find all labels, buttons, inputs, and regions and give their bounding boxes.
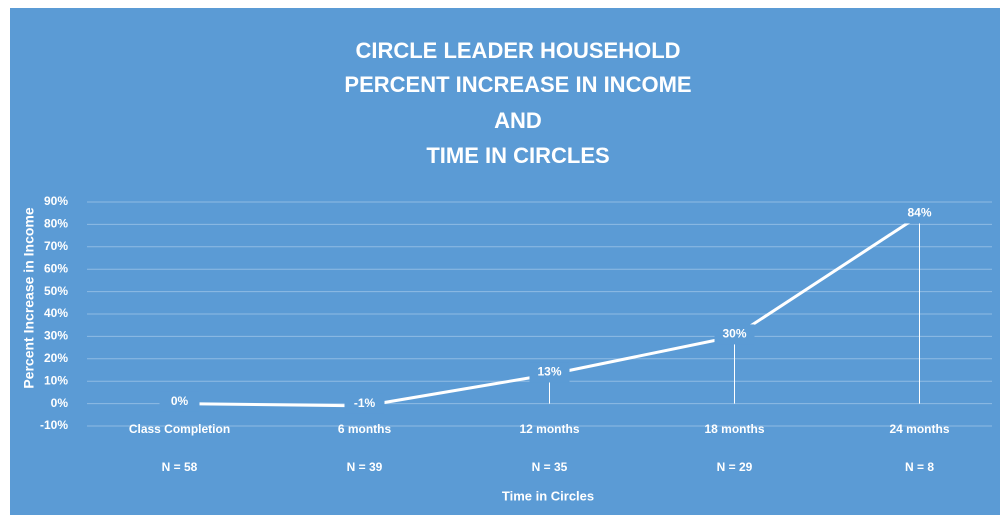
sample-size-label: N = 58 [162,460,198,474]
sample-size-label: N = 29 [717,460,753,474]
y-tick-label: 20% [44,351,68,365]
data-label-box [344,393,385,414]
y-tick-label: 60% [44,261,68,275]
data-label: 0% [171,394,189,408]
y-tick-label: 50% [44,284,68,298]
data-label-box [899,203,940,224]
x-tick-label: 24 months [889,422,949,436]
data-label-box [159,391,200,412]
data-label: 30% [722,327,746,341]
x-axis-title: Time in Circles [502,488,594,503]
y-tick-label: 30% [44,329,68,343]
data-label: 84% [907,206,931,220]
data-label-box [714,324,755,345]
y-tick-label: 10% [44,373,68,387]
data-label: -1% [354,396,376,410]
sample-size-label: N = 39 [347,460,383,474]
data-label-box [529,362,570,383]
y-tick-label: 0% [51,396,69,410]
y-tick-label: 90% [44,194,68,208]
chart-background [10,8,1000,515]
chart-title: CIRCLE LEADER HOUSEHOLD [355,38,680,63]
data-label: 13% [537,365,561,379]
chart-title: AND [494,108,542,133]
y-axis-title: Percent Increase in Income [21,207,37,389]
y-tick-label: 40% [44,306,68,320]
sample-size-label: N = 8 [905,460,934,474]
sample-size-label: N = 35 [532,460,568,474]
y-tick-label: 70% [44,239,68,253]
chart-title: TIME IN CIRCLES [426,143,609,168]
x-tick-label: 12 months [519,422,579,436]
chart-title: PERCENT INCREASE IN INCOME [344,72,691,97]
x-tick-label: 18 months [704,422,764,436]
y-tick-label: -10% [40,418,68,432]
x-tick-label: 6 months [338,422,392,436]
x-tick-label: Class Completion [129,422,230,436]
y-tick-label: 80% [44,217,68,231]
